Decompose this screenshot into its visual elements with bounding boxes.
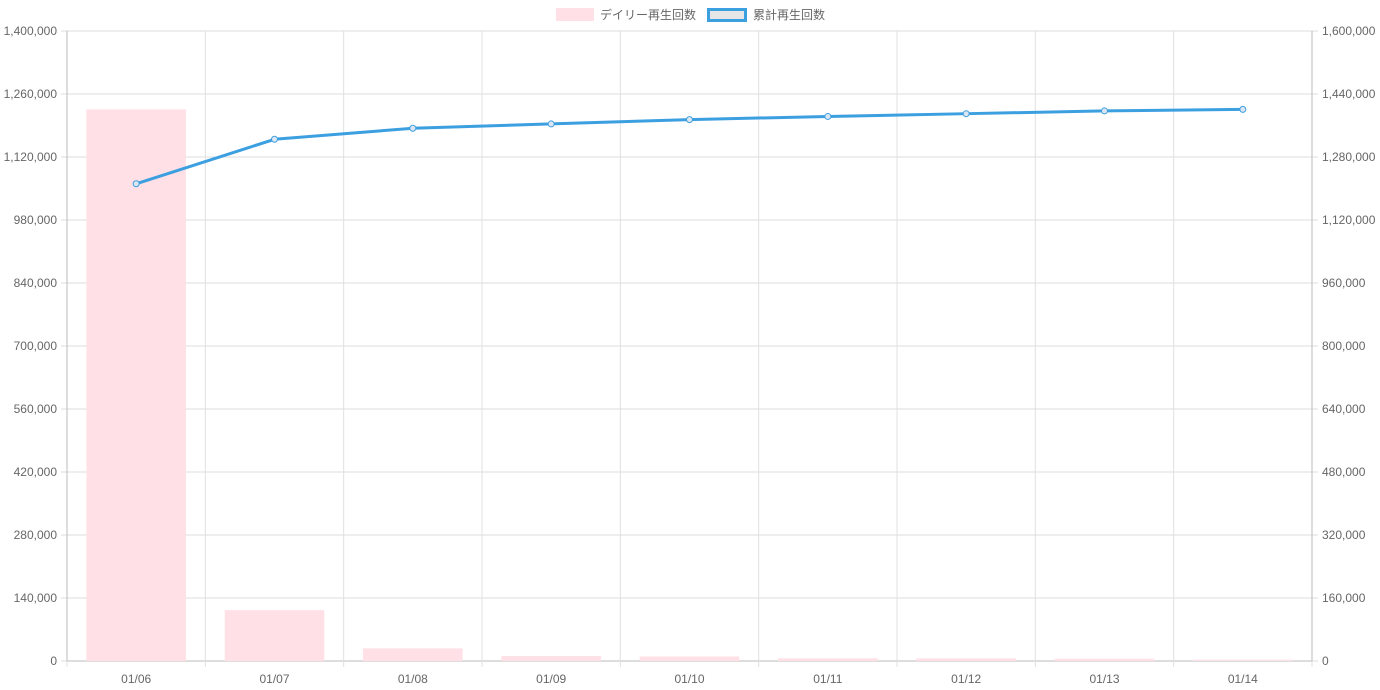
x-tick-label: 01/10 (674, 672, 704, 686)
y-left-tick-label: 980,000 (14, 213, 58, 227)
y-right-tick-label: 960,000 (1322, 276, 1366, 290)
legend-swatch-cumulative (707, 8, 747, 22)
y-left-tick-label: 840,000 (14, 276, 58, 290)
y-left-tick-label: 140,000 (14, 591, 58, 605)
bar-01/12 (916, 658, 1016, 661)
bar-01/13 (1054, 658, 1155, 661)
legend-label-daily: デイリー再生回数 (600, 7, 696, 22)
x-tick-label: 01/06 (121, 672, 151, 686)
y-right-tick-label: 640,000 (1322, 402, 1366, 416)
grid (61, 30, 1318, 667)
line-point-01/12 (962, 110, 970, 118)
y-right-tick-label: 800,000 (1322, 339, 1366, 353)
x-tick-label: 01/07 (259, 672, 289, 686)
line-point-01/13 (1101, 107, 1108, 115)
line-point-01/14 (1239, 105, 1247, 113)
y-right-tick-label: 320,000 (1322, 528, 1366, 542)
bar-01/10 (639, 656, 740, 661)
bar-01/09 (501, 656, 601, 661)
y-right-tick-label: 160,000 (1322, 591, 1366, 605)
y-right-tick-label: 0 (1322, 654, 1329, 668)
line-point-01/07 (271, 135, 278, 143)
y-left-tick-label: 700,000 (14, 339, 58, 353)
line-point-01/11 (824, 112, 832, 120)
y-left-tick-label: 280,000 (14, 528, 58, 542)
y-left-tick-label: 0 (50, 654, 57, 668)
bar-01/08 (363, 648, 463, 661)
y-left-tick-label: 420,000 (14, 465, 58, 479)
bar-01/07 (224, 610, 325, 661)
line-point-01/08 (409, 124, 417, 132)
y-left-tick-label: 1,120,000 (4, 150, 58, 164)
x-tick-label: 01/13 (1089, 672, 1119, 686)
y-right-tick-label: 1,440,000 (1322, 87, 1376, 101)
bar-01/14 (1193, 659, 1293, 661)
x-tick-label: 01/08 (398, 672, 428, 686)
bar-series (86, 109, 1293, 662)
legend-swatch-daily (556, 8, 594, 21)
line-point-01/09 (547, 120, 555, 128)
y-right-tick-label: 1,600,000 (1322, 24, 1376, 38)
legend: デイリー再生回数 累計再生回数 (556, 7, 825, 22)
y-right-tick-label: 1,280,000 (1322, 150, 1376, 164)
y-left-tick-label: 1,260,000 (4, 87, 58, 101)
bar-01/11 (778, 658, 878, 661)
line-series (132, 105, 1247, 188)
y-left-tick-label: 560,000 (14, 402, 58, 416)
bar-01/06 (86, 109, 186, 662)
x-tick-label: 01/14 (1228, 672, 1258, 686)
axes: 0 0 140,000 160,000 280,000 320,000 420,000 480… (4, 24, 1376, 686)
line-point-01/10 (686, 116, 693, 124)
y-left-tick-label: 1,400,000 (4, 24, 58, 38)
x-tick-label: 01/11 (813, 672, 842, 686)
y-right-tick-label: 1,120,000 (1322, 213, 1376, 227)
y-right-tick-label: 480,000 (1322, 465, 1366, 479)
line-point-01/06 (132, 180, 140, 188)
x-tick-label: 01/12 (951, 672, 981, 686)
x-tick-label: 01/09 (536, 672, 566, 686)
legend-label-cumulative: 累計再生回数 (753, 7, 825, 22)
